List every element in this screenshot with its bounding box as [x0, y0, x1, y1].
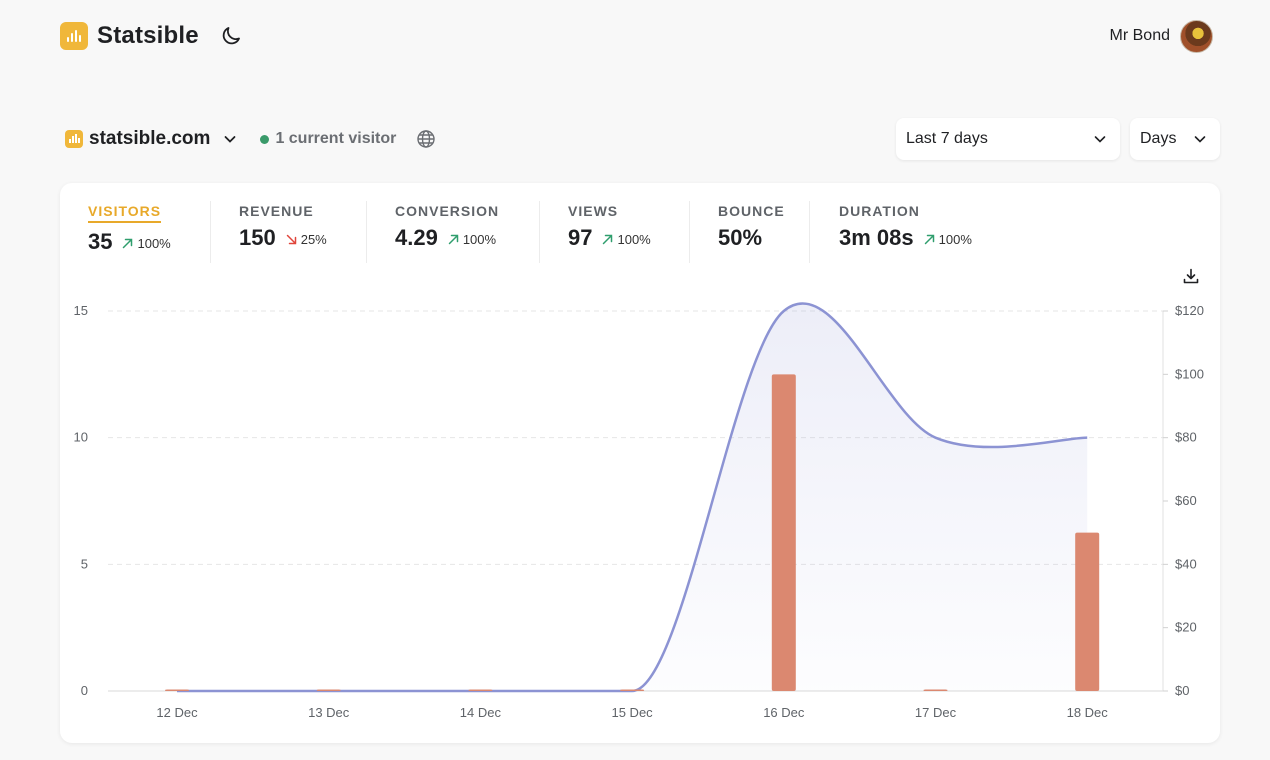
stat-value: 97: [568, 225, 593, 250]
x-axis-tick: 17 Dec: [915, 705, 957, 720]
stat-label: VIEWS: [568, 203, 619, 219]
revenue-bar: [1075, 532, 1100, 691]
site-domain[interactable]: statsible.com: [89, 128, 211, 149]
stat-label: BOUNCE: [718, 203, 785, 219]
stat-visitors[interactable]: VISITORS 35 100%: [88, 203, 171, 265]
stat-divider: [366, 201, 367, 263]
date-range-value: Last 7 days: [906, 130, 988, 147]
right-axis-tick: $80: [1175, 430, 1197, 445]
stat-change: 100%: [122, 236, 171, 251]
app-logo-icon: [60, 22, 88, 50]
right-axis-tick: $60: [1175, 493, 1197, 508]
stat-views[interactable]: VIEWS 97 100%: [568, 203, 651, 265]
site-switcher-button[interactable]: [222, 131, 238, 147]
x-axis-tick: 12 Dec: [156, 705, 198, 720]
revenue-bar: [165, 689, 189, 691]
stat-change: 100%: [602, 232, 651, 247]
top-bar: Statsible Mr Bond: [60, 18, 1213, 54]
right-axis-tick: $0: [1175, 683, 1189, 698]
stat-value: 150: [239, 225, 276, 250]
stat-value: 50%: [718, 225, 763, 250]
user-menu[interactable]: Mr Bond: [1109, 19, 1213, 53]
left-axis-tick: 5: [81, 556, 88, 571]
stat-label: VISITORS: [88, 203, 162, 223]
moon-icon: [222, 27, 240, 45]
right-axis-tick: $100: [1175, 366, 1204, 381]
x-axis-tick: 14 Dec: [460, 705, 502, 720]
user-name: Mr Bond: [1109, 27, 1170, 44]
stat-change-value: 100%: [137, 236, 171, 251]
dashboard-card: VISITORS 35 100% REVENUE 150 25% CONVERSION 4.2…: [60, 183, 1220, 743]
stat-bounce[interactable]: BOUNCE 50%: [718, 203, 785, 265]
current-visitors[interactable]: 1 current visitor: [260, 130, 396, 148]
stat-change: 25%: [286, 232, 327, 247]
stat-change-value: 25%: [300, 232, 327, 247]
left-axis-tick: 15: [74, 303, 88, 318]
globe-button[interactable]: [416, 129, 436, 149]
left-axis-tick: 0: [81, 683, 88, 698]
revenue-bar: [620, 689, 645, 691]
stat-value: 4.29: [395, 225, 438, 250]
interval-value: Days: [1140, 130, 1177, 147]
right-axis-tick: $40: [1175, 556, 1197, 571]
stat-change-value: 100%: [938, 232, 972, 247]
stat-change-value: 100%: [462, 232, 497, 247]
stat-duration[interactable]: DURATION 3m 08s 100%: [839, 203, 972, 265]
right-axis-tick: $20: [1175, 620, 1197, 635]
dark-mode-toggle[interactable]: [219, 24, 243, 48]
right-axis-tick: $120: [1175, 303, 1204, 318]
stat-change: 100%: [924, 232, 972, 247]
download-icon: [1183, 268, 1199, 284]
globe-icon: [417, 130, 436, 148]
stat-change: 100%: [448, 232, 496, 247]
site-logo-icon: [65, 130, 83, 148]
revenue-bar: [468, 689, 493, 691]
visitors-revenue-chart: 0 5 10 15 $0 $20 $40 $60 $80 $100 $120 12 Dec 13 Dec…: [74, 302, 1204, 720]
visitors-area: [177, 303, 1088, 691]
stat-label: DURATION: [839, 203, 920, 219]
x-axis-tick: 16 Dec: [763, 705, 805, 720]
stat-label: REVENUE: [239, 203, 314, 219]
download-button[interactable]: [1182, 267, 1200, 290]
chevron-down-icon: [1094, 136, 1106, 143]
chevron-down-icon: [225, 136, 236, 143]
stat-conversion[interactable]: CONVERSION 4.29 100%: [395, 203, 499, 265]
current-visitors-label: 1 current visitor: [275, 130, 397, 147]
stat-divider: [689, 201, 690, 263]
stat-divider: [539, 201, 540, 263]
revenue-bar: [771, 374, 796, 691]
stats-row: VISITORS 35 100% REVENUE 150 25% CONVERSION 4.2…: [60, 183, 1060, 265]
app-name: Statsible: [97, 22, 199, 49]
live-dot-icon: [260, 134, 270, 144]
revenue-bar: [923, 689, 948, 691]
stat-change-value: 100%: [617, 232, 651, 247]
interval-select[interactable]: Days: [1130, 118, 1220, 160]
stat-label: CONVERSION: [395, 203, 500, 219]
left-axis-tick: 10: [74, 430, 88, 445]
stat-divider: [210, 201, 211, 263]
date-range-select[interactable]: Last 7 days: [896, 118, 1120, 160]
x-axis-tick: 15 Dec: [611, 705, 653, 720]
stat-value: 35: [88, 229, 113, 254]
brand[interactable]: Statsible: [60, 22, 243, 50]
revenue-bar: [316, 689, 341, 691]
stat-revenue[interactable]: REVENUE 150 25%: [239, 203, 327, 265]
x-axis-tick: 13 Dec: [308, 705, 350, 720]
chevron-down-icon: [1194, 136, 1206, 143]
avatar[interactable]: [1180, 19, 1213, 53]
stat-divider: [809, 201, 810, 263]
visitors-line: [177, 302, 1088, 693]
x-axis-tick: 18 Dec: [1067, 705, 1109, 720]
stat-value: 3m 08s: [839, 225, 914, 250]
site-bar: statsible.com 1 current visitor Last 7 d…: [60, 118, 1220, 160]
